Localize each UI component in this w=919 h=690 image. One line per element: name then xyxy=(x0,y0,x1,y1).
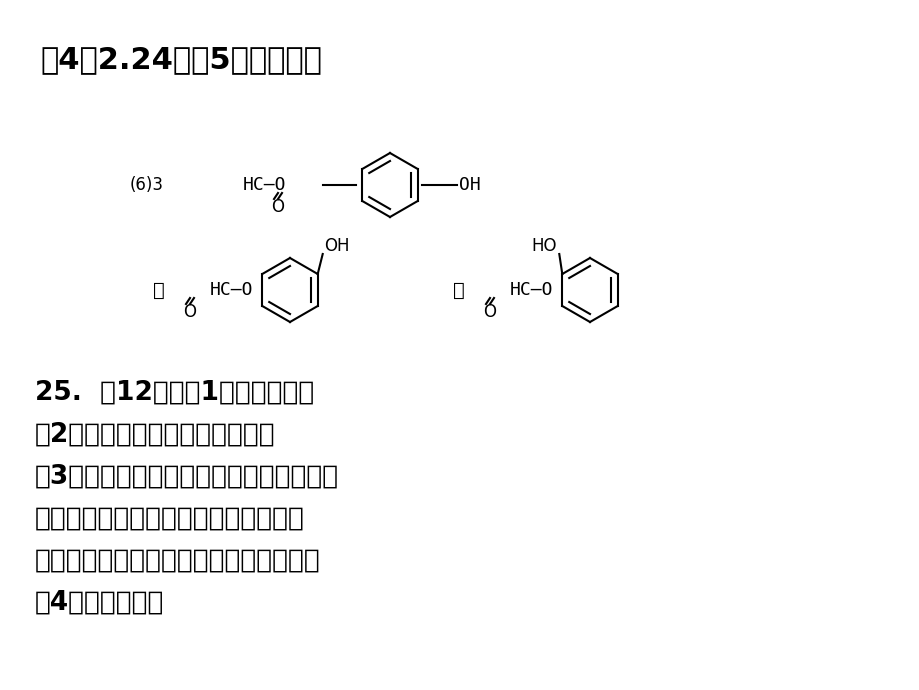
Text: (6)3: (6)3 xyxy=(130,176,164,194)
Text: （3）与三氯化铁溶液作用显紫色的是甲；: （3）与三氯化铁溶液作用显紫色的是甲； xyxy=(35,464,339,490)
Text: （2）甲、乙、丙互为同分异构体: （2）甲、乙、丙互为同分异构体 xyxy=(35,422,276,448)
Text: HC—O: HC—O xyxy=(509,281,552,299)
Text: （4）乙＞甲＞丙: （4）乙＞甲＞丙 xyxy=(35,590,165,616)
Text: O: O xyxy=(483,303,496,321)
Text: 25.  （12分）（1）醛基、羟基: 25. （12分）（1）醛基、羟基 xyxy=(35,380,314,406)
Text: HO: HO xyxy=(531,237,557,255)
Text: O: O xyxy=(183,303,197,321)
Text: O: O xyxy=(271,198,284,216)
Text: （4）2.24灌（5）消去反应: （4）2.24灌（5）消去反应 xyxy=(40,45,322,74)
Text: 与碳酸钠溶液作用有气泡生成的是乙；: 与碳酸钠溶液作用有气泡生成的是乙； xyxy=(35,506,304,532)
Text: 与银氨溶液水浴加热有银镜产生的是丙。: 与银氨溶液水浴加热有银镜产生的是丙。 xyxy=(35,548,321,574)
Text: 或: 或 xyxy=(153,281,165,299)
Text: OH: OH xyxy=(459,176,481,194)
Text: OH: OH xyxy=(323,237,349,255)
Text: HC—O: HC—O xyxy=(243,176,286,194)
Text: 或: 或 xyxy=(452,281,464,299)
Text: HC—O: HC—O xyxy=(210,281,253,299)
